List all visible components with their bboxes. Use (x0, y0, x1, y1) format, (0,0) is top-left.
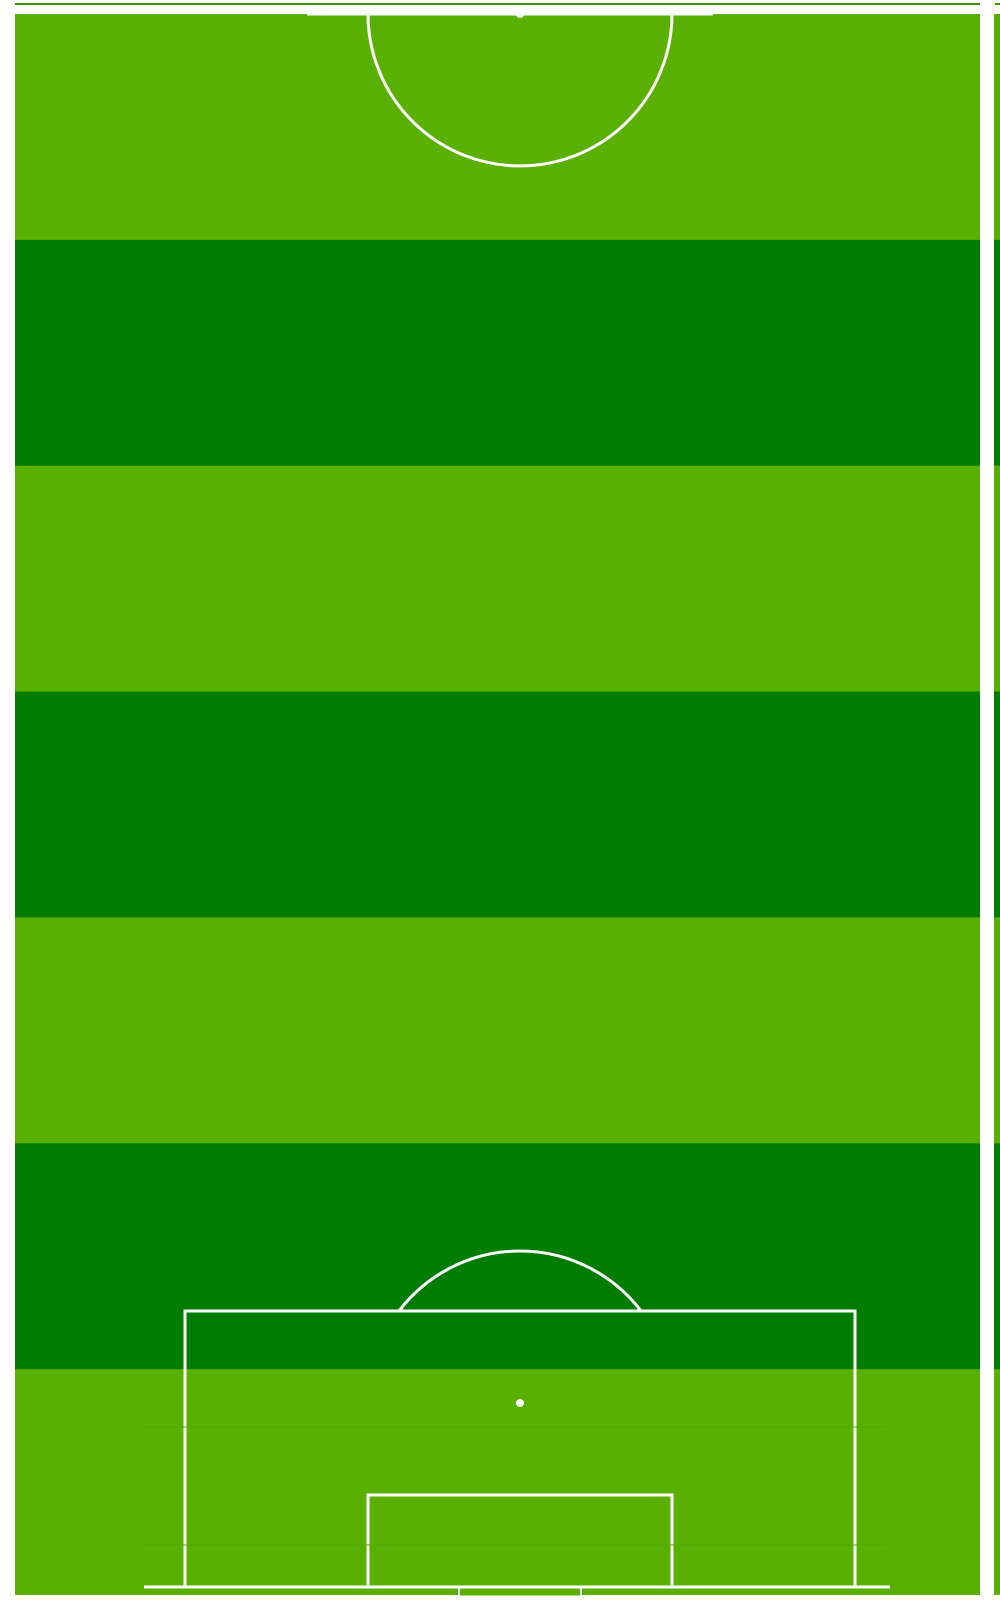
right-gap (980, 0, 994, 1610)
center-spot (516, 10, 524, 18)
grass-stripe (15, 14, 980, 241)
right-edge-strip (994, 14, 1000, 1596)
bottom-margin (0, 1595, 459, 1610)
edge-stripe (994, 1369, 1000, 1596)
edge-stripe (994, 465, 1000, 693)
grass-stripe (15, 691, 980, 918)
edge-stripe (994, 14, 1000, 241)
edge-stripe (994, 1143, 1000, 1370)
center-circle (366, 13, 674, 168)
grass-stripe (15, 239, 980, 467)
grass-stripe (15, 1369, 980, 1596)
edge-stripe (994, 691, 1000, 918)
grass-stripes (15, 14, 980, 1596)
grass-stripe (15, 917, 980, 1144)
edge-stripe (994, 239, 1000, 467)
mowing-lines (144, 1426, 890, 1546)
grass-stripe (15, 465, 980, 693)
grass-stripe (15, 1143, 980, 1370)
penalty-spot (516, 1399, 524, 1407)
penalty-arc (397, 1249, 643, 1312)
edge-stripe (994, 917, 1000, 1144)
bottom-margin-right (581, 1595, 1000, 1610)
